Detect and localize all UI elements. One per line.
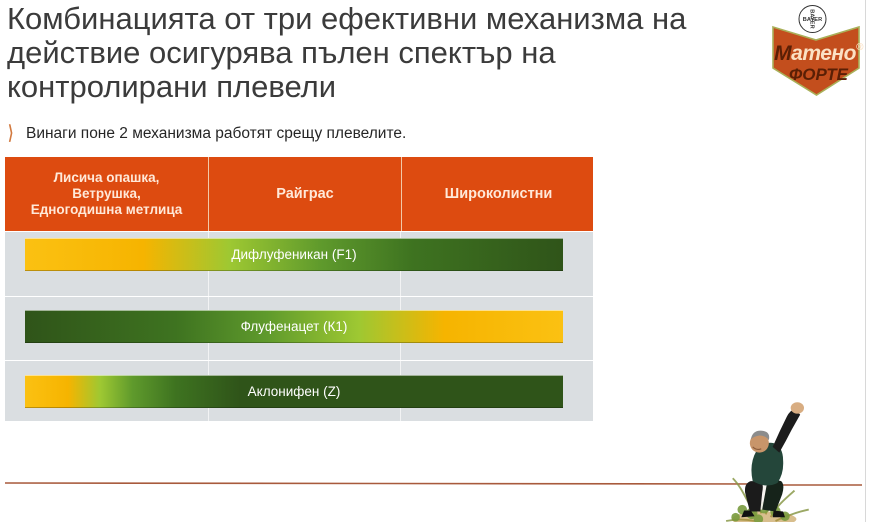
svg-text:BAYER: BAYER [808, 9, 814, 29]
